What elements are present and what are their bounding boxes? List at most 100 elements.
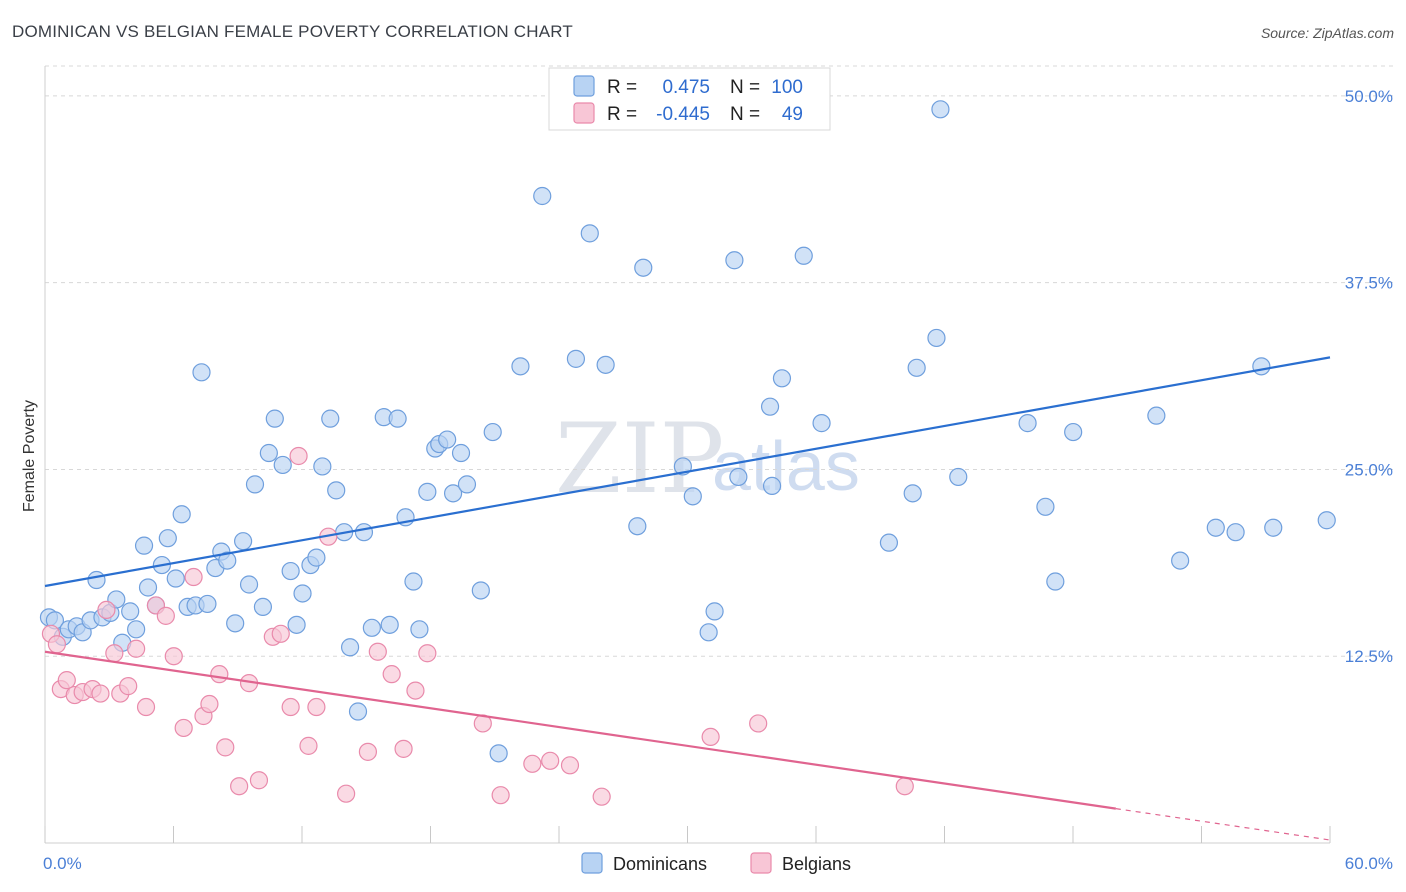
- dominicans-point: [483, 422, 502, 442]
- belgians-point: [249, 771, 269, 790]
- dominicans-point: [1064, 422, 1083, 442]
- dominicans-point: [489, 744, 508, 763]
- trend-lines: [44, 356, 1331, 841]
- belgians-point: [136, 697, 156, 717]
- dominicans-point: [239, 575, 259, 594]
- watermark-atlas: atlas: [712, 427, 860, 505]
- dominicans-point: [121, 602, 140, 621]
- dominicans-point: [903, 484, 922, 503]
- belgians-point: [418, 644, 437, 663]
- belgians-point: [749, 714, 768, 733]
- dominicans-point: [404, 572, 423, 591]
- dominicans-point: [158, 529, 177, 548]
- dominicans-point: [1252, 357, 1271, 376]
- belgians-point: [382, 665, 401, 684]
- gridlines: [45, 65, 1393, 657]
- belgians-point: [156, 606, 175, 625]
- dominicans-point: [471, 581, 490, 600]
- dominicans-point: [218, 551, 237, 570]
- dominicans-point: [533, 186, 552, 206]
- dominicans-point: [812, 414, 831, 433]
- dominicans-point: [760, 397, 780, 416]
- dominicans-point: [226, 614, 245, 633]
- dominicans-point: [949, 467, 968, 487]
- dominicans-point: [580, 224, 599, 243]
- dominicans-point: [362, 618, 381, 637]
- belgians-point: [271, 624, 290, 643]
- dominicans-point: [166, 569, 185, 588]
- dominicans-point: [628, 517, 647, 536]
- dominicans-point: [927, 328, 946, 348]
- dominicans-point: [138, 578, 158, 597]
- legend-r-value-belgians: -0.445: [656, 104, 710, 125]
- dominicans-point: [1226, 523, 1245, 542]
- dominicans-point: [313, 457, 332, 476]
- x-tick-label-max: 60.0%: [1345, 854, 1393, 873]
- dominicans-point: [327, 481, 346, 500]
- belgians-point: [57, 671, 76, 690]
- dominicans-points: [39, 100, 1336, 763]
- belgians-point: [358, 742, 378, 761]
- dominicans-point: [172, 505, 191, 524]
- dominicans-point: [438, 430, 457, 449]
- dominicans-point: [705, 602, 724, 621]
- dominicans-point: [794, 246, 813, 265]
- dominicans-point: [457, 475, 477, 494]
- belgians-point: [560, 756, 580, 775]
- dominicans-point: [348, 702, 368, 721]
- belgians-point: [164, 647, 183, 666]
- belgians-point: [91, 684, 110, 703]
- y-tick-labels: 12.5% 25.0% 37.5% 50.0%: [1345, 87, 1393, 666]
- dominicans-point: [1147, 406, 1166, 425]
- dominicans-point: [265, 409, 284, 428]
- dominicans-point: [1171, 551, 1190, 570]
- dominicans-point: [321, 409, 340, 428]
- x-tick-label-min: 0.0%: [43, 854, 82, 873]
- bottom-legend-swatch-dominicans: [581, 852, 603, 874]
- dominicans-point: [253, 597, 273, 617]
- belgians-point: [592, 787, 611, 806]
- dominicans-point: [596, 355, 615, 374]
- belgians-point: [216, 738, 235, 757]
- legend-r-label-dominicans: R =: [607, 77, 637, 98]
- dominicans-point: [1206, 518, 1225, 537]
- legend-swatch-belgians: [573, 102, 595, 124]
- dominicans-point: [388, 409, 407, 428]
- dominicans-point: [931, 100, 950, 119]
- legend-n-value-belgians: 49: [782, 104, 803, 125]
- belgians-point: [184, 567, 203, 587]
- stats-legend-box: [548, 67, 831, 131]
- bottom-legend-label-belgians: Belgians: [782, 854, 851, 874]
- dominicans-point: [307, 548, 326, 567]
- legend-n-value-dominicans: 100: [771, 77, 803, 98]
- dominicans-point: [380, 615, 399, 634]
- chart-source: Source: ZipAtlas.com: [1260, 25, 1394, 41]
- dominicans-point: [879, 533, 899, 552]
- bottom-legend-swatch-belgians: [750, 852, 772, 874]
- belgians-point: [523, 754, 542, 773]
- dominicans-point: [127, 620, 146, 639]
- legend-swatch-dominicans: [573, 75, 595, 97]
- dominicans-point: [293, 584, 312, 603]
- dominicans-point: [281, 561, 300, 581]
- belgians-point: [337, 784, 356, 803]
- belgians-point: [394, 739, 413, 758]
- belgians-point: [200, 694, 219, 714]
- dominicans-point: [907, 358, 926, 377]
- chart-title: DOMINICAN VS BELGIAN FEMALE POVERTY CORR…: [12, 22, 574, 41]
- belgians-point: [541, 751, 560, 770]
- y-tick-label: 12.5%: [1345, 647, 1393, 666]
- belgians-point: [281, 697, 300, 717]
- belgians-point: [289, 446, 308, 466]
- belgians-point: [895, 777, 914, 796]
- dominicans-point: [273, 455, 292, 475]
- legend-n-label-dominicans: N =: [730, 77, 760, 98]
- belgians-trend-extension: [1115, 808, 1331, 841]
- dominicans-point: [134, 536, 154, 555]
- dominicans-point: [683, 487, 702, 506]
- dominicans-point: [725, 251, 744, 270]
- dominicans-point: [1046, 572, 1065, 591]
- dominicans-point: [354, 523, 374, 542]
- belgians-point: [210, 665, 229, 684]
